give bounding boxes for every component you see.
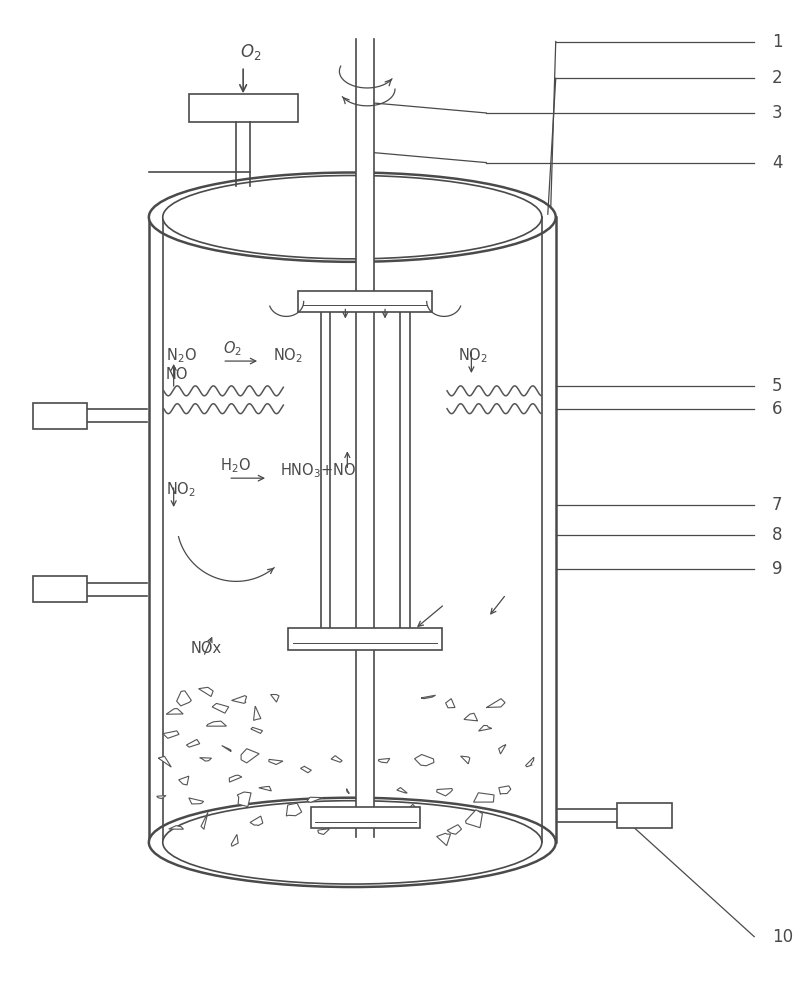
Polygon shape bbox=[176, 691, 192, 706]
Polygon shape bbox=[251, 727, 262, 733]
Bar bbox=[188, 94, 297, 122]
Polygon shape bbox=[231, 696, 246, 703]
Text: N$_2$O: N$_2$O bbox=[165, 347, 196, 365]
Polygon shape bbox=[250, 816, 263, 826]
Polygon shape bbox=[421, 695, 436, 699]
Polygon shape bbox=[464, 713, 478, 721]
Polygon shape bbox=[169, 826, 184, 829]
Polygon shape bbox=[163, 731, 179, 738]
Polygon shape bbox=[378, 758, 390, 763]
Polygon shape bbox=[222, 746, 231, 752]
Text: NO$_2$: NO$_2$ bbox=[459, 347, 488, 365]
Text: NO$_2$: NO$_2$ bbox=[165, 481, 196, 499]
Polygon shape bbox=[436, 789, 452, 796]
Polygon shape bbox=[201, 812, 208, 829]
Polygon shape bbox=[199, 687, 213, 697]
Polygon shape bbox=[269, 759, 283, 765]
Polygon shape bbox=[179, 776, 189, 785]
Polygon shape bbox=[207, 721, 227, 726]
Polygon shape bbox=[487, 699, 505, 708]
Polygon shape bbox=[460, 756, 470, 764]
Polygon shape bbox=[157, 796, 166, 799]
Polygon shape bbox=[479, 725, 491, 731]
Polygon shape bbox=[286, 803, 301, 816]
Text: 9: 9 bbox=[772, 560, 782, 578]
Ellipse shape bbox=[163, 801, 542, 884]
Text: O$_2$: O$_2$ bbox=[240, 42, 262, 62]
Text: 1: 1 bbox=[772, 33, 783, 51]
Text: 5: 5 bbox=[772, 377, 782, 395]
Polygon shape bbox=[498, 786, 511, 794]
Polygon shape bbox=[307, 797, 323, 802]
Polygon shape bbox=[212, 703, 229, 713]
Polygon shape bbox=[318, 829, 329, 835]
Polygon shape bbox=[408, 804, 420, 814]
Polygon shape bbox=[301, 766, 312, 773]
Polygon shape bbox=[229, 775, 242, 782]
Text: NOx: NOx bbox=[191, 641, 222, 656]
Text: 8: 8 bbox=[772, 526, 782, 544]
Polygon shape bbox=[189, 798, 204, 804]
Text: 6: 6 bbox=[772, 400, 782, 418]
Polygon shape bbox=[254, 706, 261, 720]
Bar bbox=[33, 403, 87, 429]
Text: 2: 2 bbox=[772, 69, 783, 87]
Polygon shape bbox=[446, 699, 455, 708]
Bar bbox=[311, 807, 420, 828]
Polygon shape bbox=[158, 756, 171, 767]
Bar bbox=[617, 803, 672, 828]
Bar bbox=[149, 217, 556, 842]
Polygon shape bbox=[166, 709, 183, 714]
Polygon shape bbox=[447, 825, 462, 834]
Polygon shape bbox=[360, 811, 381, 823]
Bar bbox=[356, 39, 374, 837]
Ellipse shape bbox=[163, 175, 542, 259]
Bar bbox=[331, 312, 400, 628]
Bar bbox=[298, 291, 432, 312]
Text: H$_2$O: H$_2$O bbox=[220, 456, 251, 475]
Polygon shape bbox=[466, 810, 483, 828]
Polygon shape bbox=[270, 695, 279, 702]
Polygon shape bbox=[414, 755, 434, 766]
Polygon shape bbox=[474, 793, 494, 802]
Polygon shape bbox=[331, 756, 342, 762]
Polygon shape bbox=[436, 833, 451, 846]
Bar bbox=[400, 312, 410, 628]
Text: 3: 3 bbox=[772, 104, 783, 122]
Text: NO$_2$: NO$_2$ bbox=[273, 347, 303, 365]
Bar bbox=[33, 576, 87, 602]
Polygon shape bbox=[259, 786, 271, 791]
Polygon shape bbox=[525, 757, 533, 767]
Bar bbox=[331, 312, 340, 628]
Text: O$_2$: O$_2$ bbox=[223, 339, 242, 358]
Polygon shape bbox=[241, 749, 259, 763]
Ellipse shape bbox=[149, 798, 556, 887]
Polygon shape bbox=[186, 739, 200, 747]
Polygon shape bbox=[231, 834, 238, 846]
Polygon shape bbox=[498, 745, 506, 754]
Text: HNO$_3$+NO: HNO$_3$+NO bbox=[280, 461, 356, 480]
Text: 4: 4 bbox=[772, 154, 782, 172]
Polygon shape bbox=[237, 792, 251, 807]
Text: 10: 10 bbox=[772, 928, 793, 946]
Bar bbox=[289, 628, 442, 650]
Text: NO: NO bbox=[165, 367, 188, 382]
Text: 7: 7 bbox=[772, 496, 782, 514]
Polygon shape bbox=[200, 758, 211, 761]
Polygon shape bbox=[397, 788, 407, 793]
Ellipse shape bbox=[149, 173, 556, 262]
Polygon shape bbox=[347, 789, 349, 794]
